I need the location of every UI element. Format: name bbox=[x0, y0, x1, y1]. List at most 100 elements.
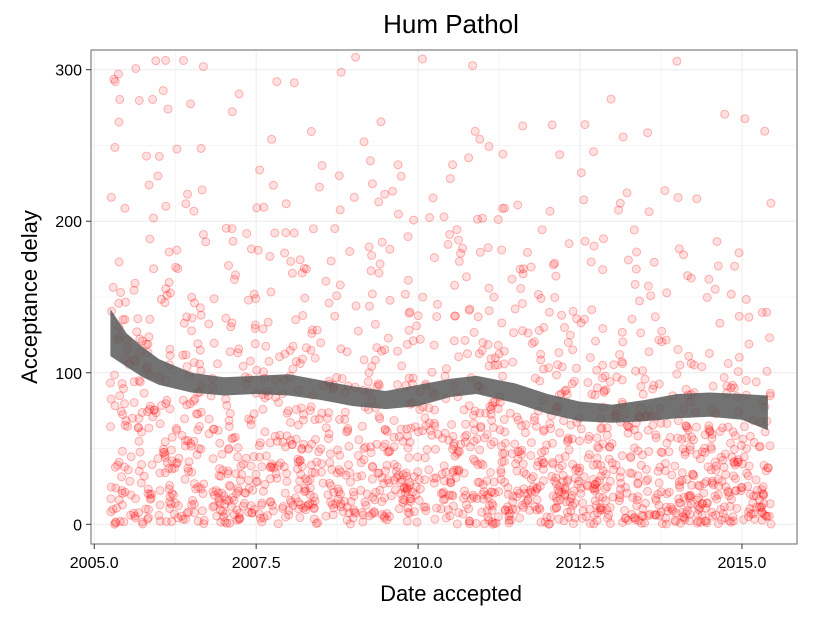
scatter-point bbox=[379, 493, 389, 503]
scatter-point bbox=[500, 427, 510, 437]
scatter-point bbox=[359, 455, 369, 465]
scatter-point bbox=[404, 325, 414, 335]
scatter-point bbox=[409, 472, 419, 482]
scatter-point bbox=[197, 506, 207, 516]
scatter-point bbox=[422, 445, 432, 454]
scatter-point bbox=[316, 444, 326, 454]
scatter-point bbox=[162, 395, 172, 405]
scatter-point bbox=[666, 502, 676, 512]
scatter-point bbox=[598, 373, 607, 383]
scatter-point bbox=[161, 399, 171, 409]
scatter-point bbox=[638, 450, 647, 460]
scatter-point bbox=[758, 490, 768, 500]
scatter-point bbox=[744, 339, 754, 349]
scatter-point bbox=[382, 460, 392, 470]
scatter-point bbox=[605, 476, 615, 486]
scatter-point bbox=[484, 283, 494, 293]
scatter-point bbox=[137, 460, 146, 470]
scatter-point bbox=[413, 452, 423, 462]
scatter-point bbox=[471, 519, 481, 528]
scatter-point bbox=[132, 327, 142, 337]
scatter-point bbox=[367, 361, 377, 371]
scatter-point bbox=[528, 472, 538, 482]
scatter-point bbox=[173, 513, 183, 523]
scatter-point bbox=[661, 519, 671, 529]
scatter-point bbox=[534, 326, 544, 335]
scatter-point bbox=[340, 497, 350, 506]
scatter-point bbox=[558, 477, 568, 486]
scatter-point bbox=[508, 504, 518, 514]
scatter-point bbox=[751, 377, 761, 387]
scatter-point bbox=[547, 457, 557, 467]
scatter-point bbox=[326, 497, 335, 507]
scatter-point bbox=[189, 436, 199, 446]
scatter-point bbox=[568, 501, 578, 510]
scatter-point bbox=[282, 476, 292, 486]
scatter-point bbox=[196, 484, 206, 494]
scatter-point bbox=[609, 360, 619, 370]
scatter-point bbox=[307, 460, 316, 470]
scatter-point bbox=[459, 493, 468, 503]
scatter-point bbox=[565, 330, 575, 340]
scatter-point bbox=[398, 495, 408, 504]
scatter-point bbox=[559, 516, 569, 526]
scatter-point bbox=[694, 505, 704, 514]
scatter-point bbox=[194, 444, 204, 453]
scatter-point bbox=[115, 94, 125, 104]
scatter-point bbox=[614, 496, 624, 506]
scatter-point bbox=[532, 495, 542, 505]
scatter-point bbox=[389, 416, 399, 425]
scatter-point bbox=[307, 467, 317, 477]
scatter-point bbox=[144, 180, 154, 190]
scatter-point bbox=[275, 430, 285, 440]
scatter-point bbox=[682, 506, 692, 516]
scatter-point bbox=[598, 493, 608, 503]
scatter-point bbox=[280, 248, 290, 258]
scatter-point bbox=[143, 513, 153, 523]
scatter-point bbox=[273, 519, 283, 529]
scatter-point bbox=[181, 441, 190, 451]
scatter-point bbox=[491, 518, 501, 528]
scatter-point bbox=[404, 308, 414, 318]
scatter-point bbox=[300, 484, 310, 493]
scatter-point bbox=[465, 304, 475, 314]
scatter-point bbox=[557, 362, 567, 372]
scatter-point bbox=[145, 494, 155, 504]
scatter-point bbox=[487, 416, 497, 425]
scatter-point bbox=[228, 433, 238, 443]
scatter-point bbox=[133, 423, 143, 433]
scatter-point bbox=[172, 144, 182, 154]
scatter-point bbox=[227, 107, 237, 117]
scatter-point bbox=[599, 387, 609, 397]
scatter-point bbox=[349, 491, 359, 501]
scatter-point bbox=[590, 486, 600, 496]
scatter-point bbox=[282, 408, 292, 418]
scatter-point bbox=[546, 512, 556, 522]
scatter-point bbox=[692, 194, 702, 204]
scatter-point bbox=[736, 440, 746, 450]
scatter-point bbox=[190, 508, 200, 518]
scatter-point bbox=[590, 390, 600, 400]
scatter-point bbox=[439, 461, 449, 471]
scatter-point bbox=[430, 514, 440, 524]
scatter-point bbox=[158, 86, 168, 96]
scatter-point bbox=[359, 355, 369, 365]
scatter-point bbox=[589, 519, 599, 529]
scatter-point bbox=[656, 447, 666, 457]
scatter-point bbox=[288, 501, 298, 510]
scatter-point bbox=[486, 354, 496, 364]
scatter-point bbox=[648, 384, 658, 394]
scatter-point bbox=[372, 439, 382, 449]
scatter-point bbox=[133, 314, 143, 324]
scatter-point bbox=[252, 476, 262, 486]
scatter-point bbox=[421, 502, 431, 512]
scatter-point bbox=[229, 275, 239, 284]
scatter-point bbox=[483, 340, 493, 349]
scatter-point bbox=[638, 389, 648, 399]
scatter-point bbox=[672, 369, 682, 379]
scatter-point bbox=[676, 518, 685, 528]
scatter-point bbox=[547, 120, 557, 130]
scatter-point bbox=[238, 501, 248, 511]
scatter-point bbox=[686, 359, 696, 368]
scatter-point bbox=[576, 424, 586, 434]
